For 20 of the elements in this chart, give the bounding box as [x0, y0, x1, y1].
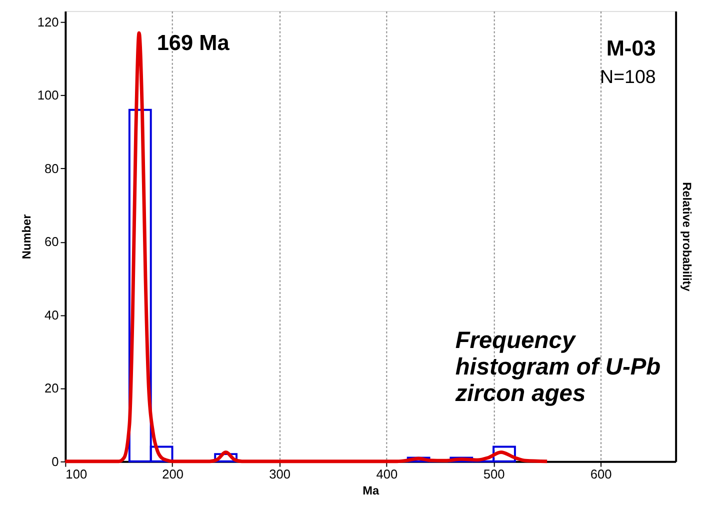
y-tick-label: 20 — [44, 380, 59, 396]
y-axis-title: Number — [19, 214, 34, 260]
annotation: 169 Ma — [156, 30, 230, 55]
x-axis-title: Ma — [362, 483, 380, 498]
x-tick-label: 300 — [269, 466, 291, 482]
annotation: M-03 — [606, 35, 656, 60]
x-tick-label: 500 — [483, 466, 505, 482]
y-tick-label: 60 — [44, 234, 59, 250]
annotation: Frequency histogram of U-Pb zircon ages — [454, 328, 661, 407]
y-tick-label: 120 — [37, 14, 59, 30]
x-tick-label: 200 — [162, 466, 184, 482]
annotation: N=108 — [600, 66, 656, 88]
y2-axis-title: Relative probability — [680, 182, 694, 292]
y-tick-label: 80 — [44, 160, 59, 176]
y-tick-label: 0 — [52, 454, 59, 469]
y-tick-label: 100 — [37, 88, 59, 103]
x-tick-label: 100 — [66, 466, 88, 482]
x-tick-label: 600 — [590, 466, 612, 482]
y-tick-label: 40 — [44, 307, 59, 322]
x-tick-label: 400 — [376, 466, 398, 482]
